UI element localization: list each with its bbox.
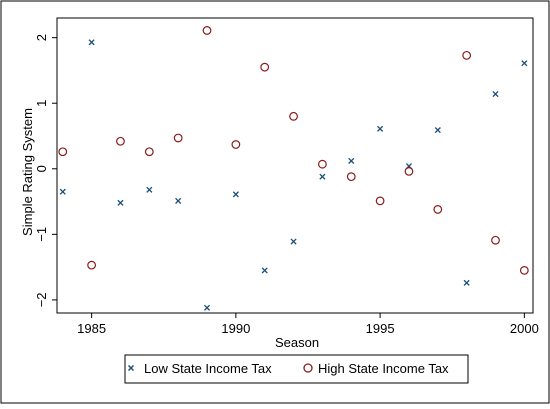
point-low-tax	[319, 173, 326, 180]
point-high-tax	[202, 26, 212, 35]
point-low-tax	[175, 197, 182, 204]
point-high-tax	[260, 62, 270, 72]
legend: Low State Income Tax High State Income T…	[124, 354, 469, 384]
point-high-tax	[404, 166, 414, 176]
x-tick-label: 2000	[510, 321, 539, 336]
point-low-tax	[146, 186, 153, 193]
point-low-tax	[434, 127, 441, 134]
point-low-tax	[521, 60, 528, 67]
point-high-tax	[491, 235, 500, 245]
point-high-tax	[289, 111, 298, 121]
x-tick-label: 1990	[221, 321, 250, 336]
y-tick-label: −2	[34, 292, 49, 307]
legend-box	[124, 354, 469, 384]
legend-marker-low	[128, 365, 134, 371]
point-high-tax	[375, 196, 385, 206]
y-tick-label: 0	[34, 165, 49, 172]
y-tick-label: −1	[34, 227, 49, 242]
point-low-tax	[203, 304, 211, 311]
x-axis-label: Season	[275, 335, 319, 350]
y-axis-label: Simple Rating System	[20, 108, 35, 236]
point-low-tax	[261, 267, 268, 274]
point-high-tax	[116, 136, 125, 146]
point-low-tax	[348, 157, 355, 164]
x-tick-label: 1985	[77, 321, 106, 336]
point-high-tax	[346, 172, 356, 182]
point-high-tax	[58, 147, 68, 157]
point-low-tax	[232, 191, 239, 198]
legend-label-low: Low State Income Tax	[144, 361, 272, 376]
point-low-tax	[88, 39, 95, 46]
point-low-tax	[463, 279, 470, 286]
plot-area	[56, 17, 534, 314]
point-low-tax	[377, 125, 384, 132]
point-high-tax	[318, 159, 327, 169]
point-low-tax	[117, 199, 124, 206]
point-high-tax	[519, 265, 529, 275]
point-high-tax	[87, 260, 97, 270]
y-tick-label: 2	[34, 34, 49, 41]
legend-marker-high	[303, 363, 313, 373]
point-low-tax	[290, 238, 297, 245]
point-high-tax	[462, 50, 472, 60]
x-tick-label: 1995	[366, 321, 395, 336]
point-high-tax	[433, 205, 443, 214]
point-high-tax	[173, 133, 183, 143]
point-low-tax	[492, 90, 499, 98]
legend-label-high: High State Income Tax	[318, 361, 449, 376]
point-low-tax	[59, 188, 66, 195]
y-tick-label: 1	[34, 100, 49, 107]
point-high-tax	[144, 147, 154, 157]
point-high-tax	[231, 140, 241, 149]
